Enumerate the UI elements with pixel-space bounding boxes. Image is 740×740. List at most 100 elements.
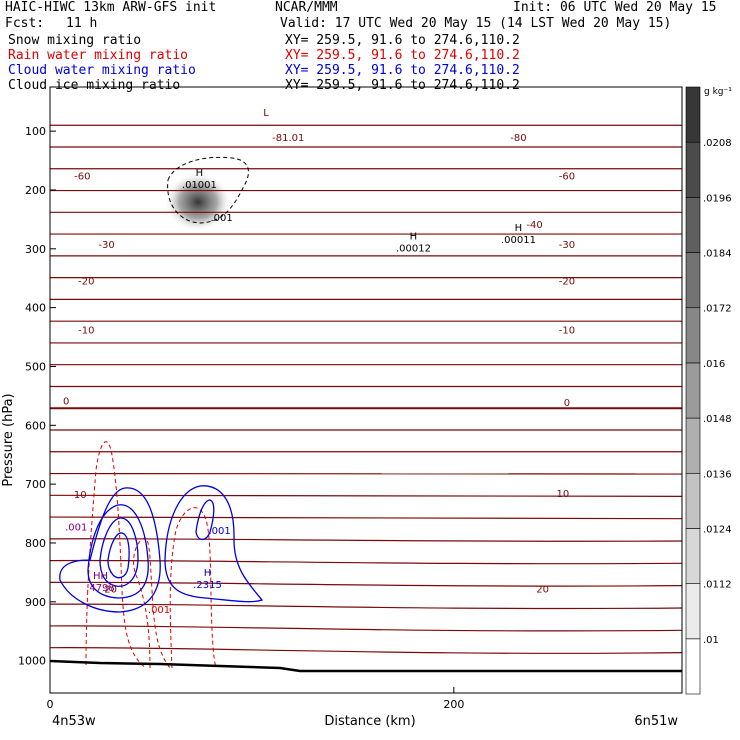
colorbar-segment (685, 583, 701, 640)
extremum-value: .4798 (86, 583, 115, 594)
colorbar-segment (685, 638, 701, 695)
x-tick-label: 200 (443, 698, 464, 711)
temperature-contour (50, 559, 682, 565)
snow-contour (167, 156, 249, 224)
field-label-cloud-water: Cloud water mixing ratio (8, 63, 196, 78)
extremum-mark: H (410, 232, 418, 243)
extremum-value: .001 (148, 605, 170, 616)
cloud-water-contour (59, 487, 161, 613)
field-label-rain: Rain water mixing ratio (8, 48, 189, 63)
y-tick-label: 800 (25, 537, 46, 550)
terrain-line (50, 659, 682, 673)
y-tick-label: 300 (25, 243, 46, 256)
temperature-contour-label: -20 (78, 277, 94, 288)
rain-contour (85, 441, 147, 669)
y-axis-label: Pressure (hPa) (1, 393, 16, 486)
temperature-contour-label: -20 (559, 277, 575, 288)
extremum-mark: H (515, 223, 523, 234)
colorbar-segment (685, 307, 701, 364)
colorbar-tick-label: .0172 (703, 304, 732, 315)
y-tick-label: 200 (25, 184, 46, 197)
colorbar-tick-label: .016 (703, 359, 725, 370)
y-tick-label: 600 (25, 419, 46, 432)
extremum-mark: HH (93, 571, 108, 582)
temperature-contour (50, 494, 682, 498)
colorbar-segment (685, 472, 701, 529)
colorbar-segment (685, 197, 701, 253)
colorbar-tick-label: .0208 (703, 138, 732, 149)
valid-time: Valid: 17 UTC Wed 20 May 15 (14 LST Wed … (280, 16, 672, 31)
temperature-contour-label: 10 (74, 490, 87, 501)
field-xy-rain: XY= 259.5, 91.6 to 274.6,110.2 (285, 48, 520, 63)
cloud-water-contour (107, 532, 130, 579)
y-tick-label: 500 (25, 360, 46, 373)
y-tick-label: 700 (25, 478, 46, 491)
temperature-contour-label: -80 (510, 133, 526, 144)
temperature-contour-label: 10 (557, 489, 570, 500)
colorbar-segment (685, 86, 701, 143)
temperature-contour-label: 0 (564, 398, 570, 409)
temperature-contour (50, 472, 682, 475)
cloud-water-contour (99, 517, 139, 587)
extremum-value: .001 (210, 213, 232, 224)
colorbar-tick-label: .0196 (703, 193, 732, 204)
field-label-cloud-ice: Cloud ice mixing ratio (8, 78, 181, 93)
temperature-contour-label: -30 (98, 240, 114, 251)
field-xy-cloud-water: XY= 259.5, 91.6 to 274.6,110.2 (285, 63, 520, 78)
temperature-contour-label: 20 (104, 584, 117, 595)
colorbar-segment (685, 417, 701, 474)
temperature-contour-label: -81.01 (272, 133, 304, 144)
temperature-contour-label: 0 (63, 397, 69, 408)
colorbar-tick-label: .0136 (703, 469, 732, 480)
colorbar-segment (685, 141, 701, 198)
extremum-value: .00012 (396, 244, 431, 255)
extremum-mark: H (196, 168, 204, 179)
y-tick-label: 1000 (18, 655, 46, 668)
temperature-contour (50, 581, 682, 587)
temperature-contour-label: -10 (559, 325, 575, 336)
fcst-value: 11 h (66, 16, 98, 31)
colorbar-segment (685, 362, 701, 419)
colorbar-tick-label: .0148 (703, 414, 732, 425)
extremum-value: .00011 (501, 235, 536, 246)
field-xy-snow: XY= 259.5, 91.6 to 274.6,110.2 (285, 33, 520, 48)
colorbar-tick-label: .0112 (703, 580, 732, 591)
snow-shading (164, 172, 232, 232)
temperature-contour-label: 20 (536, 584, 549, 595)
temperature-contour-label: -10 (78, 325, 94, 336)
temperature-contour-label: -40 (526, 220, 542, 231)
plot-frame (49, 86, 683, 694)
colorbar-tick-label: .0124 (703, 524, 732, 535)
extremum-value: .001 (208, 526, 230, 537)
y-tick-label: 900 (25, 596, 46, 609)
temperature-contour (50, 516, 682, 520)
temperature-contour-label: -60 (559, 171, 575, 182)
temperature-contour (50, 603, 682, 610)
extremum-value: .01001 (182, 180, 217, 191)
org-label: NCAR/MMM (275, 0, 338, 15)
extremum-value: .001 (65, 522, 87, 533)
colorbar-tick-label: .0184 (703, 249, 732, 260)
cloud-water-contour (164, 485, 264, 603)
colorbar-unit: g kg⁻¹ (704, 87, 732, 97)
temperature-contour (50, 625, 682, 632)
temperature-contour (50, 647, 682, 654)
temperature-contour-label: -60 (74, 171, 90, 182)
temperature-contour-label: -30 (559, 240, 575, 251)
x-end-label: 6n51w (634, 714, 678, 729)
init-time: Init: 06 UTC Wed 20 May 15 (513, 0, 717, 15)
model-title: HAIC-HIWC 13km ARW-GFS init (5, 0, 217, 15)
colorbar-segment (685, 528, 701, 584)
field-xy-cloud-ice: XY= 259.5, 91.6 to 274.6,110.2 (285, 78, 520, 93)
extremum-mark: H (204, 568, 212, 579)
colorbar-tick-label: .01 (703, 635, 719, 646)
fcst-label: Fcst: (5, 16, 45, 31)
cloud-water-contour (87, 504, 149, 599)
extremum-value: .2315 (193, 580, 222, 591)
colorbar-segment (685, 252, 701, 309)
x-tick-label: 0 (47, 698, 54, 711)
extremum-mark: L (263, 108, 269, 119)
temperature-contour (50, 538, 682, 542)
y-tick-label: 400 (25, 302, 46, 315)
